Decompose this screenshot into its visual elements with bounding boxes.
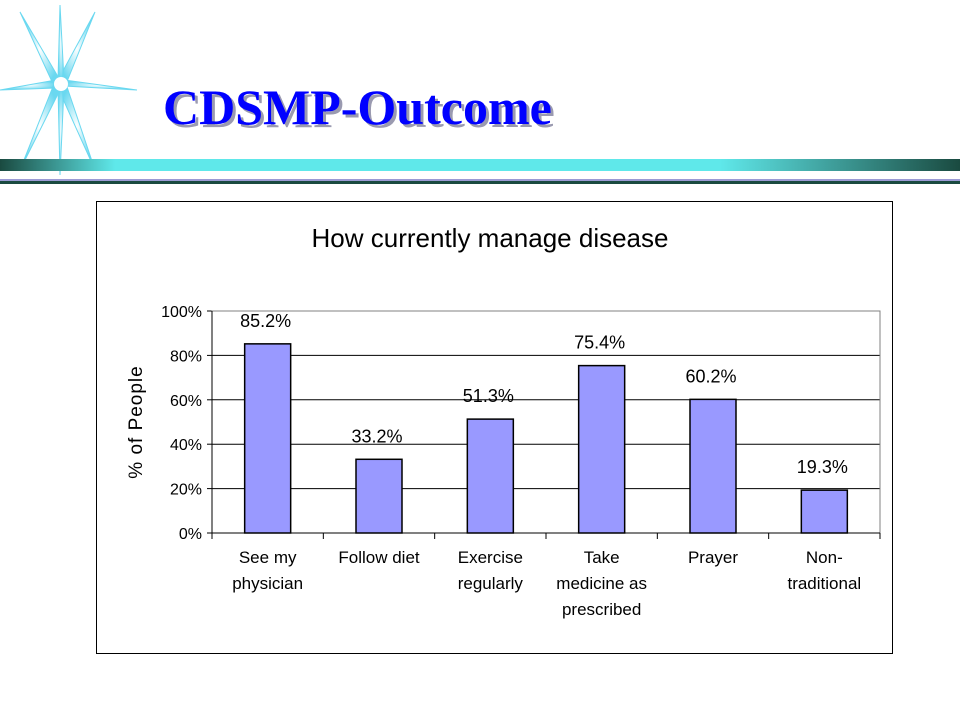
y-tick-label: 0% [179, 526, 202, 543]
data-label: 60.2% [685, 366, 736, 386]
y-tick-label: 80% [170, 348, 202, 365]
slide-title: CDSMP-Outcome [163, 79, 552, 135]
chart-frame: How currently manage disease % of People… [96, 201, 893, 654]
y-tick-label: 20% [170, 482, 202, 499]
x-tick-label: Prayer [688, 548, 738, 567]
bar-chart: How currently manage disease % of People… [126, 223, 881, 619]
x-tick-label: See my [239, 548, 297, 567]
data-label: 19.3% [797, 457, 848, 477]
x-tick-label: Non- [806, 548, 843, 567]
title-divider-rule [0, 159, 960, 184]
data-label: 85.2% [240, 311, 291, 331]
x-tick-label: physician [232, 574, 303, 593]
y-tick-label: 100% [161, 304, 202, 321]
x-tick-label: Follow diet [338, 548, 420, 567]
y-tick-label: 60% [170, 393, 202, 410]
x-tick-label: Exercise [458, 548, 523, 567]
bar [466, 418, 515, 534]
bar [577, 364, 626, 534]
bar [800, 489, 849, 534]
plot-border [211, 310, 881, 534]
x-tick-label: regularly [458, 574, 524, 593]
plot-area: 0% 20% 40% 60% 80% 100% 85.2% See my physician 33… [161, 304, 881, 619]
y-tick-label: 40% [170, 437, 202, 454]
chart-title: How currently manage disease [312, 223, 669, 253]
data-label: 75.4% [574, 333, 625, 353]
bar [689, 398, 737, 534]
bar [243, 343, 292, 534]
x-tick-label: traditional [787, 574, 861, 593]
x-tick-label: prescribed [562, 600, 641, 619]
star-burst-icon [0, 4, 138, 176]
x-tick-label: medicine as [556, 574, 647, 593]
x-tick-label: Take [584, 548, 620, 567]
bar [355, 458, 403, 534]
data-label: 33.2% [351, 426, 402, 446]
y-axis-label: % of People [126, 365, 147, 478]
data-label: 51.3% [463, 386, 514, 406]
